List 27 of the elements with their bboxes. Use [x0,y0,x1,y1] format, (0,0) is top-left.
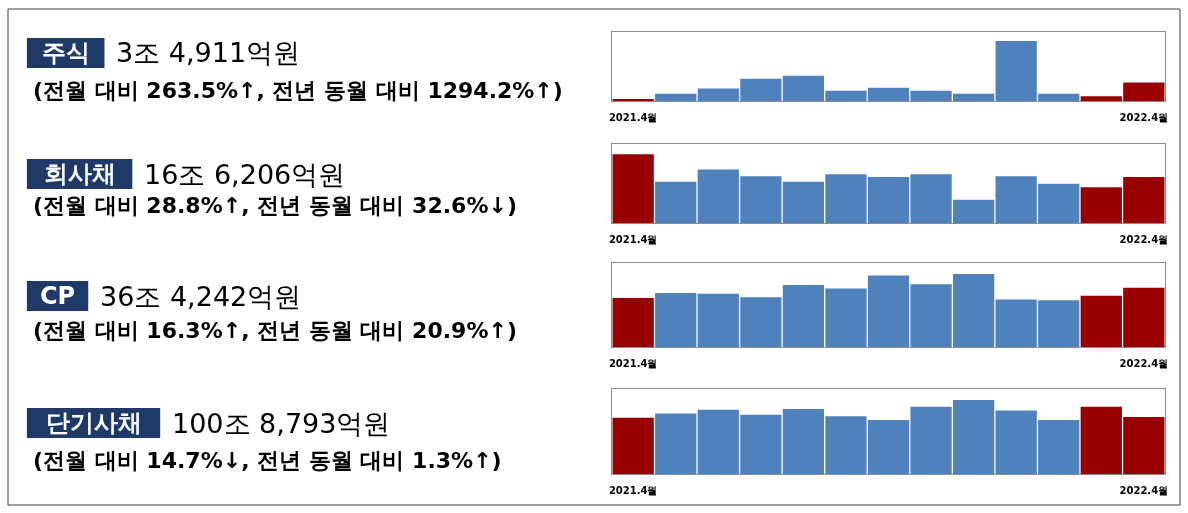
text: 단기사채 [46,409,142,437]
x-tick-label: 2021.4월 [608,358,658,369]
text: (전월 대비 28.8%↑, 전년 동월 대비 32.6%↓) [33,193,517,218]
text: 36조 4,242억원 [100,281,302,312]
text: (전월 대비 16.3%↑, 전년 동월 대비 20.9%↑) [33,318,517,343]
text: (전월 대비 14.7%↓, 전년 동월 대비 1.3%↑) [33,448,502,473]
x-tick-label: 2022.4월 [1119,112,1169,123]
x-tick-label: 2021.4월 [608,112,658,123]
x-tick-label: 2022.4월 [1119,234,1169,245]
bar [655,413,697,474]
x-tick-label: 2021.4월 [608,234,658,245]
text: (전월 대비 263.5%↑, 전년 동월 대비 1294.2%↑) [33,78,563,103]
x-tick-label: 2021.4월 [608,485,658,496]
text: 회사채 [44,160,116,188]
bar [655,292,697,347]
bar [612,298,654,347]
text: CP [40,282,76,310]
bar [655,181,697,223]
text: 100조 8,793억원 [172,408,391,439]
text: 주식 [42,39,90,67]
bar [655,93,697,101]
bar [612,154,654,223]
bar [612,417,654,474]
x-tick-label: 2022.4월 [1119,485,1169,496]
x-tick-label: 2022.4월 [1119,358,1169,369]
text: 3조 4,911억원 [116,37,301,68]
text: 16조 6,206억원 [144,159,346,190]
